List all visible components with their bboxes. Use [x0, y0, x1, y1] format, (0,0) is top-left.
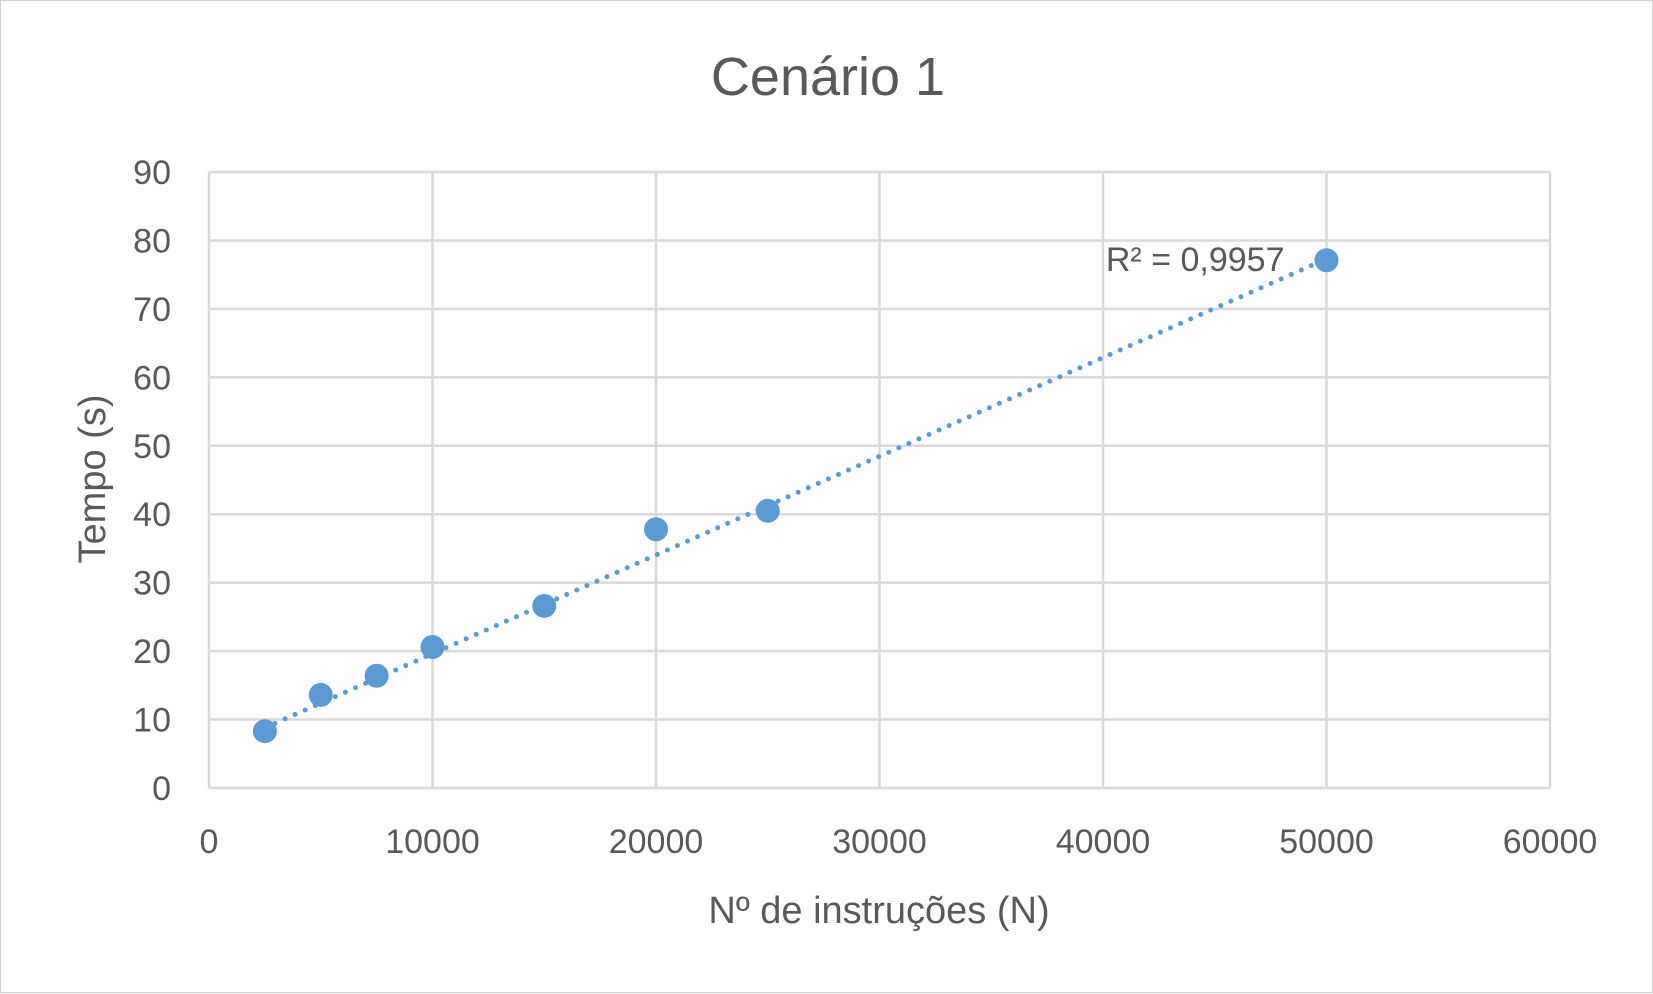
- y-tick-label: 10: [133, 702, 171, 740]
- data-point: [364, 663, 389, 688]
- x-tick-label: 30000: [832, 823, 927, 861]
- y-tick-label: 30: [133, 565, 171, 603]
- y-tick-label: 70: [133, 291, 171, 329]
- y-tick-label: 60: [133, 359, 171, 397]
- data-point: [308, 682, 333, 707]
- trendline-r2-label: R² = 0,9957: [1106, 241, 1285, 279]
- data-point: [420, 635, 445, 660]
- grid-lines: [207, 170, 1552, 790]
- y-tick-label: 40: [133, 496, 171, 534]
- x-axis-ticks: 0 10000 20000 30000 40000 50000 60000: [200, 823, 1598, 861]
- trendline: [262, 256, 1329, 731]
- y-axis-ticks: 0 10 20 30 40 50 60 70 80 90: [133, 154, 171, 808]
- y-axis-label: Tempo (s): [72, 395, 114, 564]
- y-tick-label: 80: [133, 222, 171, 260]
- data-point: [644, 517, 668, 542]
- y-tick-label: 0: [152, 770, 171, 808]
- x-axis-label: Nº de instruções (N): [708, 890, 1049, 932]
- data-point: [252, 719, 277, 744]
- data-points: [252, 248, 1339, 744]
- y-tick-label: 50: [133, 428, 171, 466]
- y-tick-label: 90: [133, 154, 171, 192]
- x-tick-label: 20000: [609, 823, 704, 861]
- data-point: [755, 498, 780, 523]
- x-tick-label: 40000: [1056, 823, 1151, 861]
- x-tick-label: 10000: [385, 823, 480, 861]
- data-point: [532, 593, 557, 618]
- data-point: [1314, 248, 1339, 273]
- y-tick-label: 20: [133, 633, 171, 671]
- trendline-group: [262, 256, 1329, 731]
- x-tick-label: 0: [200, 823, 219, 861]
- x-tick-label: 60000: [1503, 823, 1598, 861]
- x-tick-label: 50000: [1279, 823, 1374, 861]
- chart-title: Cenário 1: [711, 47, 945, 107]
